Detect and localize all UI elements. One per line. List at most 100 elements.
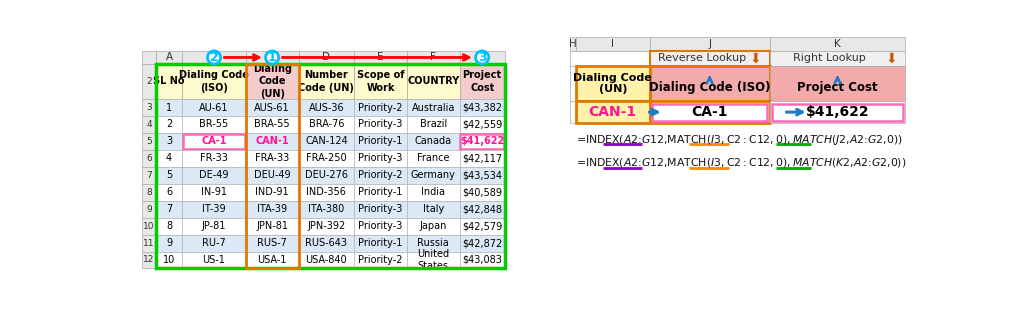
Bar bbox=[407, 116, 460, 133]
Bar bbox=[156, 99, 182, 116]
Bar bbox=[652, 104, 767, 121]
Text: CA-1: CA-1 bbox=[691, 105, 728, 119]
Text: 3: 3 bbox=[166, 136, 172, 146]
Bar bbox=[182, 201, 246, 218]
Bar bbox=[407, 235, 460, 251]
Text: CAN-1: CAN-1 bbox=[589, 105, 637, 119]
Bar bbox=[770, 37, 905, 51]
Text: $43,382: $43,382 bbox=[462, 103, 502, 113]
Text: Priority-1: Priority-1 bbox=[358, 187, 402, 197]
Text: FR-33: FR-33 bbox=[200, 153, 228, 163]
Text: Project Cost: Project Cost bbox=[798, 81, 878, 95]
Text: 6: 6 bbox=[146, 154, 152, 163]
Text: AUS-36: AUS-36 bbox=[308, 103, 344, 113]
Text: Germany: Germany bbox=[411, 170, 456, 180]
Bar bbox=[460, 51, 505, 64]
Bar bbox=[156, 184, 182, 201]
Bar bbox=[246, 99, 299, 116]
Bar bbox=[142, 116, 156, 133]
Bar bbox=[246, 64, 299, 268]
Bar bbox=[142, 99, 156, 116]
Bar bbox=[772, 104, 903, 121]
Bar bbox=[246, 116, 299, 133]
Bar bbox=[299, 133, 354, 150]
Text: DEU-276: DEU-276 bbox=[305, 170, 348, 180]
Text: CA-1: CA-1 bbox=[202, 136, 226, 146]
Bar bbox=[142, 235, 156, 251]
Bar bbox=[182, 116, 246, 133]
Text: 2: 2 bbox=[146, 77, 152, 86]
Text: Dialing Code
(UN): Dialing Code (UN) bbox=[573, 73, 652, 95]
Text: 10: 10 bbox=[163, 255, 175, 265]
Text: RUS-7: RUS-7 bbox=[257, 238, 287, 248]
Bar bbox=[460, 167, 505, 184]
Bar bbox=[246, 51, 299, 64]
Bar bbox=[182, 218, 246, 235]
Text: A: A bbox=[166, 52, 173, 62]
Text: $40,589: $40,589 bbox=[462, 187, 502, 197]
Bar bbox=[354, 116, 407, 133]
Bar bbox=[182, 167, 246, 184]
Bar bbox=[649, 51, 770, 66]
Bar bbox=[460, 184, 505, 201]
Text: IND-91: IND-91 bbox=[255, 187, 289, 197]
Text: BRA-76: BRA-76 bbox=[308, 119, 344, 129]
Text: $42,848: $42,848 bbox=[462, 204, 502, 214]
Bar bbox=[246, 201, 299, 218]
Bar bbox=[569, 51, 649, 66]
Bar bbox=[246, 251, 299, 268]
Text: $42,117: $42,117 bbox=[462, 153, 502, 163]
Text: United
States: United States bbox=[418, 249, 450, 271]
Text: Right Lookup: Right Lookup bbox=[794, 53, 866, 63]
Bar bbox=[182, 51, 246, 64]
Text: US-1: US-1 bbox=[203, 255, 225, 265]
Bar bbox=[407, 51, 460, 64]
Bar bbox=[569, 37, 575, 51]
Circle shape bbox=[475, 51, 488, 64]
Text: =INDEX($A$2:$G$12,MATCH($I3,$C$2:$C$12,0),MATCH(J$2,$A$2:$G$2,0)): =INDEX($A$2:$G$12,MATCH($I3,$C$2:$C$12,0… bbox=[575, 133, 902, 147]
Bar bbox=[299, 218, 354, 235]
Text: Priority-2: Priority-2 bbox=[358, 170, 402, 180]
Text: Dialing
Code
(UN): Dialing Code (UN) bbox=[253, 64, 292, 99]
Bar bbox=[156, 201, 182, 218]
Bar bbox=[407, 99, 460, 116]
Bar bbox=[183, 134, 245, 149]
Text: C: C bbox=[268, 52, 275, 62]
Text: Australia: Australia bbox=[412, 103, 455, 113]
Bar bbox=[460, 133, 505, 150]
Text: I: I bbox=[611, 39, 614, 49]
Bar bbox=[156, 251, 182, 268]
Bar bbox=[299, 51, 354, 64]
Bar bbox=[299, 64, 354, 99]
Text: Number
Code (UN): Number Code (UN) bbox=[298, 70, 354, 93]
Text: Priority-1: Priority-1 bbox=[358, 136, 402, 146]
Bar bbox=[407, 184, 460, 201]
Bar bbox=[142, 251, 156, 268]
Bar bbox=[246, 184, 299, 201]
Bar bbox=[142, 201, 156, 218]
Text: IN-91: IN-91 bbox=[201, 187, 227, 197]
Text: AU-61: AU-61 bbox=[200, 103, 228, 113]
Circle shape bbox=[265, 51, 279, 64]
Text: FRA-33: FRA-33 bbox=[255, 153, 289, 163]
Bar bbox=[246, 64, 299, 99]
Text: RU-7: RU-7 bbox=[202, 238, 226, 248]
Bar bbox=[182, 99, 246, 116]
Bar bbox=[299, 235, 354, 251]
Text: Priority-3: Priority-3 bbox=[358, 204, 402, 214]
Bar bbox=[354, 201, 407, 218]
Bar bbox=[354, 218, 407, 235]
Bar bbox=[407, 251, 460, 268]
Text: USA-1: USA-1 bbox=[257, 255, 287, 265]
Bar bbox=[649, 101, 770, 123]
Text: F: F bbox=[430, 52, 436, 62]
Text: 4: 4 bbox=[146, 120, 152, 129]
Bar bbox=[407, 133, 460, 150]
Text: 7: 7 bbox=[146, 171, 152, 180]
Text: $43,534: $43,534 bbox=[462, 170, 502, 180]
Bar bbox=[354, 251, 407, 268]
Bar bbox=[299, 116, 354, 133]
Text: 5: 5 bbox=[166, 170, 172, 180]
Text: Japan: Japan bbox=[420, 221, 447, 231]
Bar bbox=[770, 51, 905, 66]
